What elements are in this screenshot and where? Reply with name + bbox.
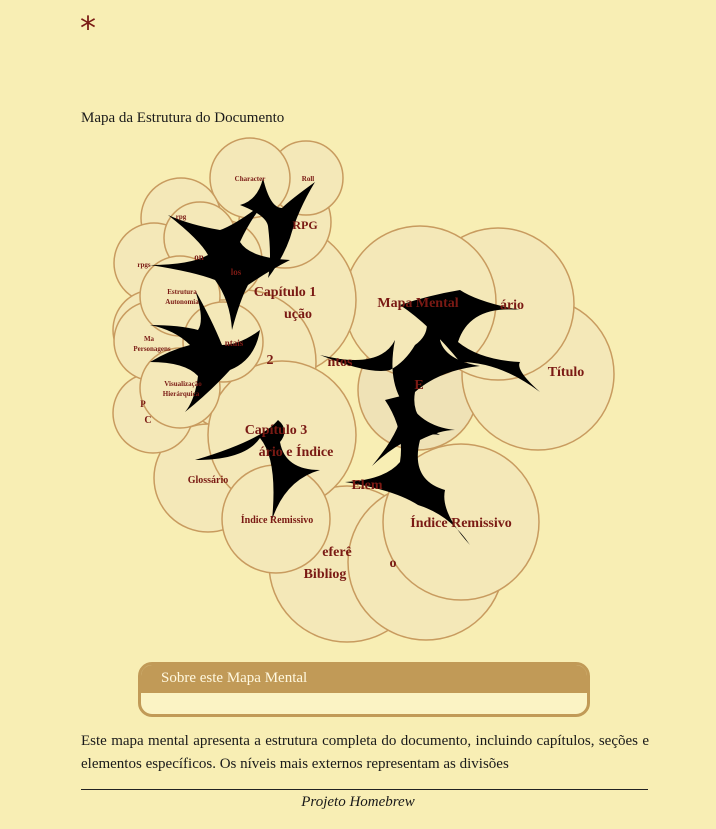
label-visualizacao: Visualização	[164, 380, 202, 388]
label-cap1b: ução	[284, 307, 312, 322]
label-cap1: Capítulo 1	[254, 285, 317, 300]
label-autonomia: Autonomia	[165, 298, 199, 306]
label-sumario: ário	[500, 298, 524, 313]
label-mtos: ntos	[328, 355, 353, 370]
asterisk-mark: *	[80, 9, 96, 47]
label-c: C	[144, 415, 151, 426]
label-indice-small: Índice Remissivo	[241, 514, 314, 526]
connector-main	[320, 305, 480, 466]
label-rpg-small: rpg	[176, 213, 187, 221]
label-los: los	[231, 267, 242, 277]
label-indice-large: Índice Remissivo	[410, 514, 512, 531]
connector-right	[400, 290, 540, 392]
connector-left-upper	[150, 202, 290, 330]
connector-cap1	[240, 178, 315, 278]
label-rpgs-small: rpgs	[137, 261, 151, 269]
mind-map-connectors	[150, 178, 540, 545]
label-bibliog: Bibliog	[304, 567, 347, 582]
label-mapa: Mapa Mental	[377, 296, 458, 311]
label-on: on	[194, 252, 204, 262]
info-box-title: Sobre este Mapa Mental	[141, 665, 587, 693]
connector-left-lower	[150, 290, 260, 412]
label-rpg: RPG	[292, 218, 317, 232]
mind-map-labels: Capítulo 1 ução RPG 2 ntais Capítulo 3 á…	[133, 175, 584, 582]
label-roll: Roll	[302, 175, 315, 183]
connector-bottom	[345, 395, 470, 545]
section-heading: Mapa da Estrutura do Documento	[81, 110, 285, 126]
label-personagens: Personagens	[133, 345, 171, 353]
label-estrutura: Estrutura	[167, 288, 197, 296]
label-glossario: Glossário	[188, 475, 229, 486]
page-footer: Projeto Homebrew	[301, 794, 415, 810]
label-cap3: Capítulo 3	[245, 423, 308, 438]
label-o: o	[390, 556, 397, 571]
label-cap3b: ário e Índice	[259, 443, 334, 460]
label-e: E	[414, 378, 423, 393]
label-hierarquica: Hierárquica	[163, 390, 200, 398]
footer-rule	[81, 789, 648, 790]
connector-cap3	[195, 420, 320, 520]
body-paragraph: Este mapa mental apresenta a estrutura c…	[81, 733, 649, 772]
info-box: Sobre este Mapa Mental	[138, 662, 590, 717]
label-cap2: 2	[267, 353, 274, 368]
label-elem: Elem	[351, 478, 382, 493]
label-p: P	[140, 399, 146, 409]
label-ma: Ma	[144, 335, 155, 343]
mind-map-diagram: Capítulo 1 ução RPG 2 ntais Capítulo 3 á…	[112, 137, 615, 643]
label-cap2b: ntais	[225, 338, 244, 348]
label-titulo: Título	[548, 365, 585, 380]
label-referencias: eferê	[322, 545, 352, 560]
label-character: Character	[235, 175, 266, 183]
